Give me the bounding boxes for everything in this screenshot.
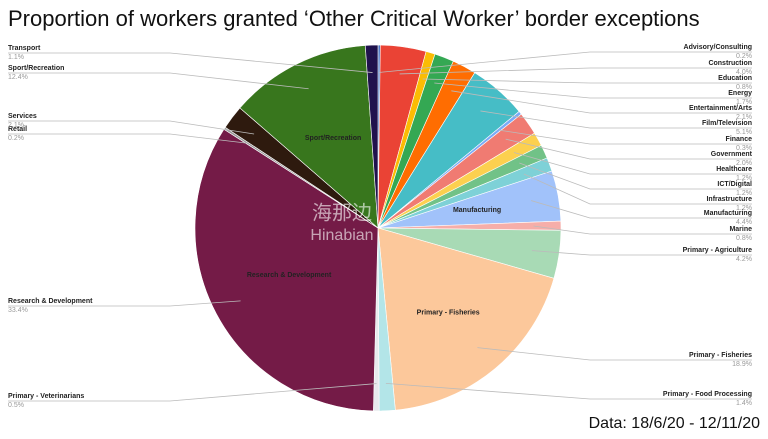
legend-label: Services xyxy=(8,113,37,120)
pie-slice xyxy=(194,128,379,412)
value-label: 0.8% xyxy=(736,235,752,242)
slice-label: Sport/Recreation xyxy=(305,135,361,142)
watermark: Hinabian xyxy=(310,227,373,244)
pie-slice xyxy=(364,44,379,229)
value-label: 2.0% xyxy=(736,160,752,167)
leader-line xyxy=(8,383,377,402)
leader-line xyxy=(8,120,255,135)
legend-label: Construction xyxy=(708,60,752,67)
value-label: 2.1% xyxy=(736,114,752,121)
value-label: 2.1% xyxy=(8,122,24,129)
leader-line xyxy=(8,300,241,307)
value-label: 0.2% xyxy=(8,135,24,142)
legend-label: Retail xyxy=(8,126,27,133)
legend-label: Entertainment/Arts xyxy=(689,105,752,112)
legend-label: Marine xyxy=(729,226,752,233)
legend-label: ICT/Digital xyxy=(717,181,752,188)
leader-line xyxy=(8,133,248,144)
leader-line xyxy=(8,52,373,73)
value-label: 4.4% xyxy=(736,219,752,226)
legend-label: Sport/Recreation xyxy=(8,65,64,72)
value-label: 12.4% xyxy=(8,74,28,81)
value-label: 0.2% xyxy=(736,53,752,60)
leader-line xyxy=(505,138,752,160)
value-label: 1.1% xyxy=(8,54,24,61)
leader-line xyxy=(378,51,752,73)
pie-slice xyxy=(239,45,379,229)
value-label: 5.1% xyxy=(736,129,752,136)
leader-line xyxy=(530,200,752,219)
value-label: 1.2% xyxy=(736,190,752,197)
leader-line xyxy=(434,82,752,99)
legend-label: Energy xyxy=(728,90,752,97)
slice-label: Research & Development xyxy=(247,272,332,279)
leader-line xyxy=(498,129,752,145)
legend-label: Healthcare xyxy=(716,166,752,173)
leader-line xyxy=(523,173,752,205)
legend-label: Primary - Agriculture xyxy=(683,247,752,254)
legend-label: Primary - Food Processing xyxy=(663,391,752,398)
value-label: 1.4% xyxy=(736,400,752,407)
value-label: 1.2% xyxy=(736,175,752,182)
legend-label: Infrastructure xyxy=(706,196,752,203)
leader-line xyxy=(422,78,752,84)
legend-label: Advisory/Consulting xyxy=(684,44,752,51)
legend-label: Education xyxy=(718,75,752,82)
leader-line xyxy=(8,72,309,90)
legend-label: Primary - Veterinarians xyxy=(8,393,84,400)
leader-line xyxy=(533,225,752,235)
legend-label: Transport xyxy=(8,45,41,52)
value-label: 4.2% xyxy=(736,256,752,263)
value-label: 0.3% xyxy=(736,145,752,152)
value-label: 33.4% xyxy=(8,307,28,314)
pie-slice xyxy=(377,227,555,411)
legend-label: Research & Development xyxy=(8,298,93,305)
value-label: 18.9% xyxy=(732,361,752,368)
value-label: 4.0% xyxy=(736,69,752,76)
legend-label: Government xyxy=(711,151,753,158)
legend-label: Manufacturing xyxy=(704,210,752,217)
legend-label: Film/Television xyxy=(702,120,752,127)
leader-line xyxy=(399,67,752,75)
slice-label: Manufacturing xyxy=(453,207,501,214)
leader-line xyxy=(531,250,752,256)
leader-line xyxy=(513,152,752,175)
slice-label: Primary - Fisheries xyxy=(417,309,480,316)
leader-line xyxy=(477,347,752,361)
watermark: 海那边 xyxy=(312,201,372,224)
value-label: 0.8% xyxy=(736,84,752,91)
leader-line xyxy=(480,110,752,129)
value-label: 1.7% xyxy=(736,99,752,106)
chart-title: Proportion of workers granted ‘Other Cri… xyxy=(8,6,700,31)
leader-line xyxy=(519,162,752,190)
value-label: 0.5% xyxy=(8,402,24,409)
source-note: Data: 18/6/20 - 12/11/20 xyxy=(589,415,760,432)
leader-line xyxy=(451,90,752,114)
legend-label: Primary - Fisheries xyxy=(689,352,752,359)
legend-label: Finance xyxy=(726,136,753,143)
leader-lines xyxy=(8,51,752,402)
value-label: 1.2% xyxy=(736,205,752,212)
leader-line xyxy=(385,382,752,400)
